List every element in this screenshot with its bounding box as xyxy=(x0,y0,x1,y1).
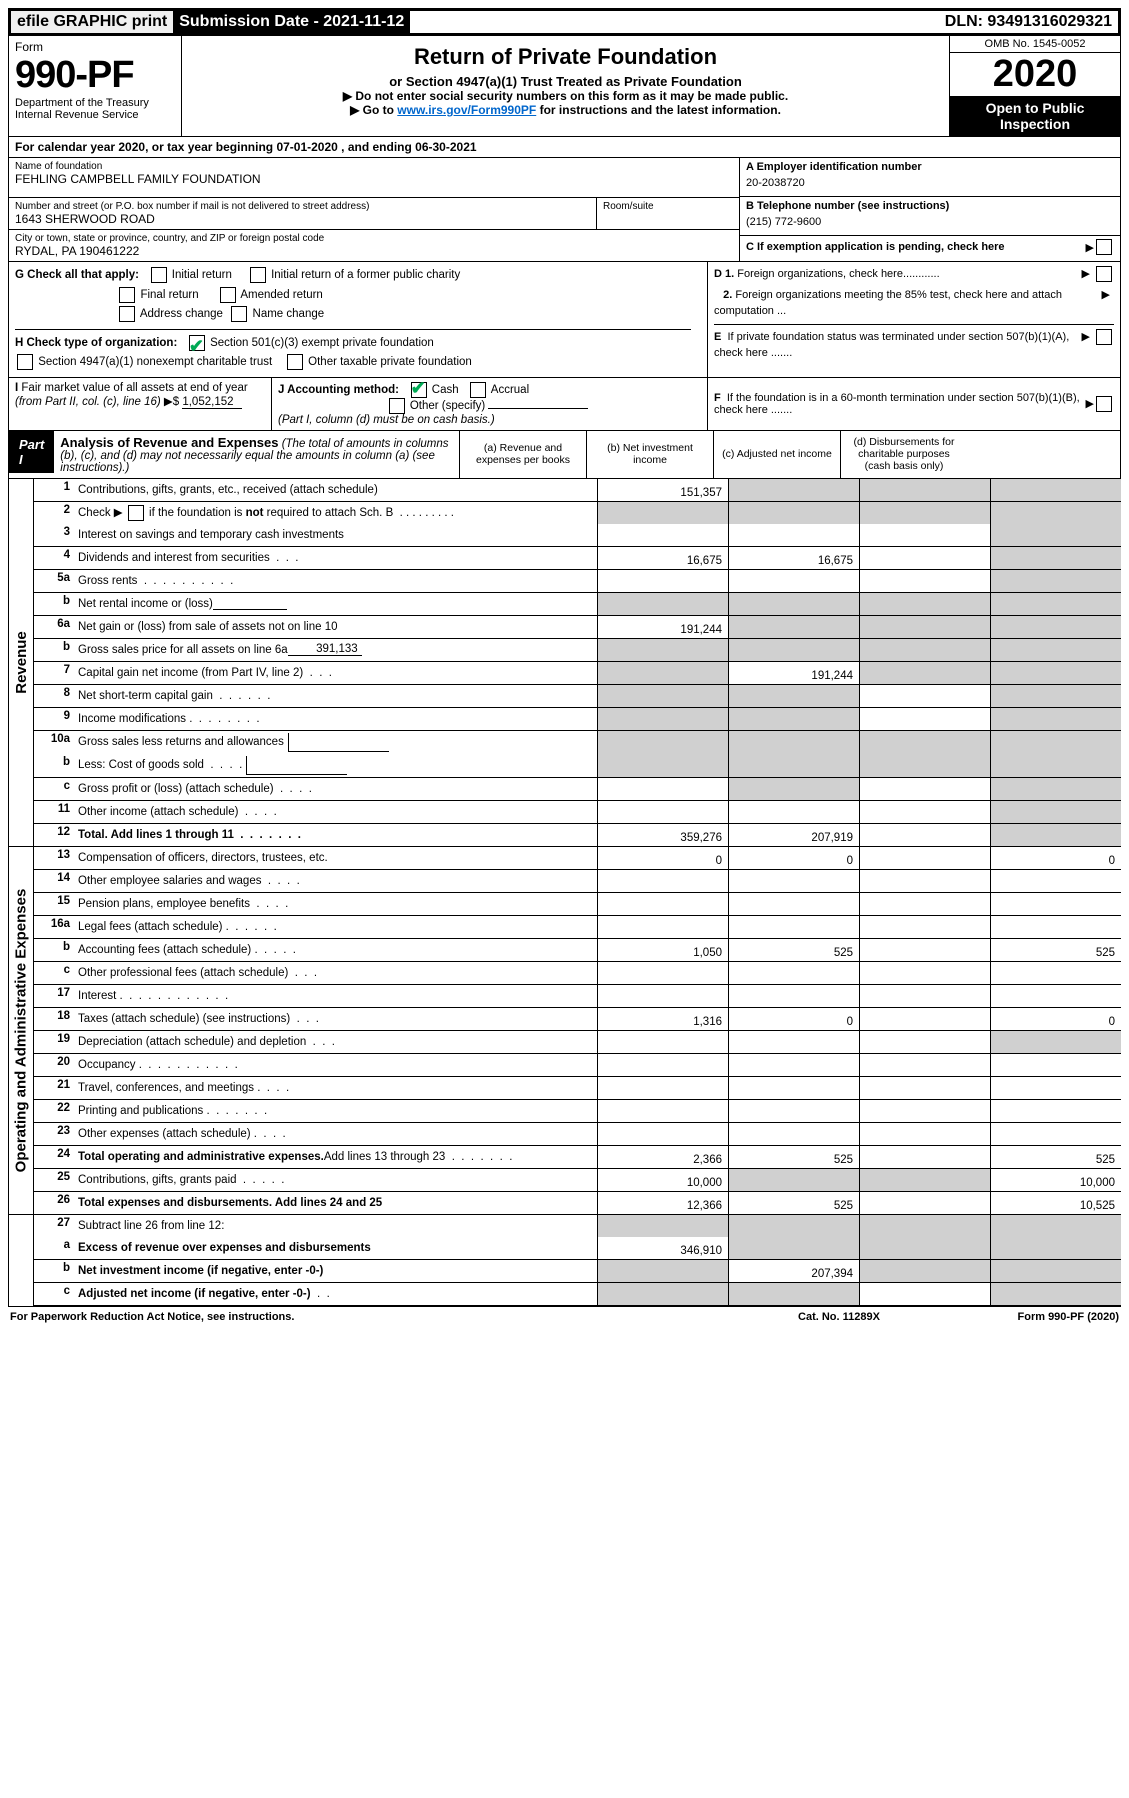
revenue-side-label: Revenue xyxy=(13,631,30,694)
exemption-pending-label: C If exemption application is pending, c… xyxy=(746,241,1086,253)
phone-value: (215) 772-9600 xyxy=(746,212,1114,232)
part1-title: Analysis of Revenue and Expenses xyxy=(60,435,278,450)
top-bar: efile GRAPHIC print Submission Date - 20… xyxy=(8,8,1121,36)
room-label: Room/suite xyxy=(603,201,733,212)
revenue-section: Revenue 1Contributions, gifts, grants, e… xyxy=(8,479,1121,847)
amended-return-checkbox[interactable] xyxy=(220,287,236,303)
foundation-name: FEHLING CAMPBELL FAMILY FOUNDATION xyxy=(15,172,733,186)
expenses-section: Operating and Administrative Expenses 13… xyxy=(8,847,1121,1215)
form-title: Return of Private Foundation xyxy=(188,44,943,70)
initial-former-checkbox[interactable] xyxy=(250,267,266,283)
d2-label: Foreign organizations meeting the 85% te… xyxy=(714,289,1062,318)
accounting-row: I Fair market value of all assets at end… xyxy=(8,378,1121,431)
e-checkbox[interactable] xyxy=(1096,329,1112,345)
col-c-header: (c) Adjusted net income xyxy=(713,431,840,478)
e-label: If private foundation status was termina… xyxy=(714,331,1069,360)
ein-value: 20-2038720 xyxy=(746,173,1114,193)
g-label: G Check all that apply: xyxy=(15,269,139,281)
city-label: City or town, state or province, country… xyxy=(15,233,733,244)
part1-header: Part I Analysis of Revenue and Expenses … xyxy=(8,431,1121,479)
tax-year: 2020 xyxy=(950,53,1120,96)
city-value: RYDAL, PA 190461222 xyxy=(15,244,733,258)
goto-note: ▶ Go to www.irs.gov/Form990PF for instru… xyxy=(188,103,943,117)
ssn-note: ▶ Do not enter social security numbers o… xyxy=(188,89,943,103)
final-return-checkbox[interactable] xyxy=(119,287,135,303)
dept-treasury: Department of the Treasury xyxy=(15,97,175,109)
501c3-checkbox[interactable] xyxy=(189,335,205,351)
form990pf-link[interactable]: www.irs.gov/Form990PF xyxy=(397,103,536,117)
form-number: 990-PF xyxy=(15,54,175,97)
address-label: Number and street (or P.O. box number if… xyxy=(15,201,590,212)
initial-return-checkbox[interactable] xyxy=(151,267,167,283)
page-footer: For Paperwork Reduction Act Notice, see … xyxy=(8,1307,1121,1327)
exemption-pending-checkbox[interactable] xyxy=(1096,239,1112,255)
accrual-checkbox[interactable] xyxy=(470,382,486,398)
line27-section: 27Subtract line 26 from line 12: aExcess… xyxy=(8,1215,1121,1307)
part1-tag: Part I xyxy=(9,431,54,473)
calendar-year-row: For calendar year 2020, or tax year begi… xyxy=(8,137,1121,158)
omb-number: OMB No. 1545-0052 xyxy=(950,36,1120,53)
efile-print[interactable]: efile GRAPHIC print xyxy=(11,11,173,33)
d1-label: Foreign organizations, check here.......… xyxy=(737,268,939,280)
form-footer-label: Form 990-PF (2020) xyxy=(939,1311,1119,1323)
address: 1643 SHERWOOD ROAD xyxy=(15,212,590,226)
dln: DLN: 93491316029321 xyxy=(939,11,1118,33)
f-label: If the foundation is in a 60-month termi… xyxy=(714,392,1080,416)
form-label: Form xyxy=(15,40,175,54)
f-checkbox[interactable] xyxy=(1096,396,1112,412)
address-change-checkbox[interactable] xyxy=(119,306,135,322)
submission-date: Submission Date - 2021-11-12 xyxy=(173,11,410,33)
h-label: H Check type of organization: xyxy=(15,337,177,349)
paperwork-notice: For Paperwork Reduction Act Notice, see … xyxy=(10,1311,739,1323)
open-inspection: Open to Public Inspection xyxy=(950,96,1120,136)
col-b-header: (b) Net investment income xyxy=(586,431,713,478)
ein-label: A Employer identification number xyxy=(746,161,1114,173)
d1-checkbox[interactable] xyxy=(1096,266,1112,282)
check-section: G Check all that apply: Initial return I… xyxy=(8,262,1121,378)
cash-basis-note: (Part I, column (d) must be on cash basi… xyxy=(278,414,495,426)
cash-checkbox[interactable] xyxy=(411,382,427,398)
other-taxable-checkbox[interactable] xyxy=(287,354,303,370)
expenses-side-label: Operating and Administrative Expenses xyxy=(13,888,30,1172)
4947a1-checkbox[interactable] xyxy=(17,354,33,370)
cat-no: Cat. No. 11289X xyxy=(739,1311,939,1323)
col-a-header: (a) Revenue and expenses per books xyxy=(459,431,586,478)
fmv-value: 1,052,152 xyxy=(182,396,242,409)
form-header: Form 990-PF Department of the Treasury I… xyxy=(8,36,1121,137)
foundation-name-label: Name of foundation xyxy=(15,161,733,172)
phone-label: B Telephone number (see instructions) xyxy=(746,200,1114,212)
irs-label: Internal Revenue Service xyxy=(15,109,175,121)
j-label: J Accounting method: xyxy=(278,384,399,396)
info-block: Name of foundation FEHLING CAMPBELL FAMI… xyxy=(8,158,1121,262)
other-method-checkbox[interactable] xyxy=(389,398,405,414)
form-subtitle: or Section 4947(a)(1) Trust Treated as P… xyxy=(188,74,943,89)
name-change-checkbox[interactable] xyxy=(231,306,247,322)
schb-checkbox[interactable] xyxy=(128,505,144,521)
col-d-header: (d) Disbursements for charitable purpose… xyxy=(840,431,967,478)
